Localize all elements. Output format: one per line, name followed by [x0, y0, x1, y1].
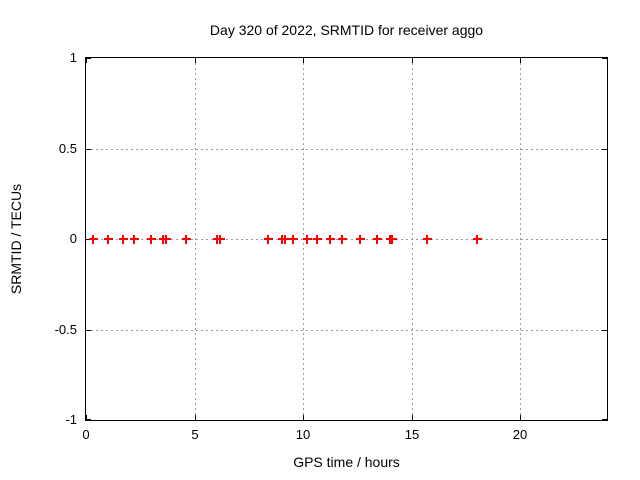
x-axis-label: GPS time / hours [293, 454, 400, 470]
x-tick-label: 20 [512, 427, 528, 442]
x-tick-label: 10 [295, 427, 311, 442]
plot-area [85, 57, 608, 421]
x-tick-mark [195, 415, 196, 420]
y-tick-mark [86, 419, 91, 420]
y-tick-mark [86, 58, 91, 59]
y-tick-mark [86, 149, 91, 150]
marker-vertical-arm [376, 235, 378, 244]
y-tick-mark [86, 239, 91, 240]
y-tick-mark [602, 419, 607, 420]
marker-vertical-arm [426, 235, 428, 244]
y-tick-label: -1 [65, 412, 77, 427]
marker-vertical-arm [341, 235, 343, 244]
y-gridline [86, 330, 607, 331]
x-tick-mark [412, 58, 413, 63]
marker-vertical-arm [316, 235, 318, 244]
x-tick-mark [86, 58, 87, 63]
marker-vertical-arm [150, 235, 152, 244]
marker-vertical-arm [267, 235, 269, 244]
x-tick-mark [86, 415, 87, 420]
marker-vertical-arm [92, 235, 94, 244]
y-tick-mark [86, 330, 91, 331]
y-tick-label: 0 [69, 231, 77, 246]
marker-vertical-arm [165, 235, 167, 244]
marker-vertical-arm [284, 235, 286, 244]
y-tick-mark [602, 58, 607, 59]
y-tick-label: -0.5 [54, 322, 77, 337]
y-gridline [86, 149, 607, 150]
x-tick-mark [520, 415, 521, 420]
marker-vertical-arm [185, 235, 187, 244]
x-tick-mark [195, 58, 196, 63]
x-tick-mark [412, 415, 413, 420]
y-tick-mark [602, 149, 607, 150]
x-tick-label: 5 [191, 427, 199, 442]
marker-vertical-arm [476, 235, 478, 244]
marker-vertical-arm [359, 235, 361, 244]
marker-vertical-arm [329, 235, 331, 244]
marker-vertical-arm [122, 235, 124, 244]
marker-vertical-arm [306, 235, 308, 244]
x-tick-label: 0 [82, 427, 90, 442]
y-tick-mark [602, 239, 607, 240]
marker-vertical-arm [107, 235, 109, 244]
y-tick-mark [602, 330, 607, 331]
marker-vertical-arm [292, 235, 294, 244]
marker-vertical-arm [391, 235, 393, 244]
x-tick-mark [303, 58, 304, 63]
marker-vertical-arm [219, 235, 221, 244]
y-tick-label: 0.5 [58, 141, 77, 156]
marker-vertical-arm [133, 235, 135, 244]
chart-title: Day 320 of 2022, SRMTID for receiver agg… [209, 22, 484, 38]
x-tick-label: 15 [404, 427, 420, 442]
y-tick-label: 1 [69, 50, 77, 65]
x-tick-mark [520, 58, 521, 63]
x-tick-mark [303, 415, 304, 420]
